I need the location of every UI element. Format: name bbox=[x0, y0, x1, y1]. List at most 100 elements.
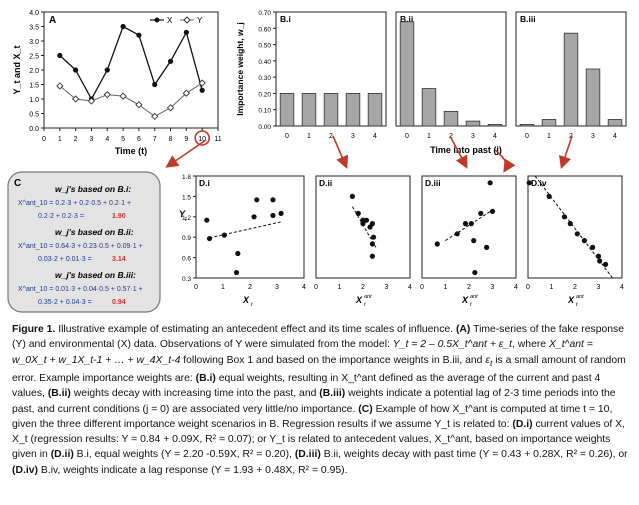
caption-text: is a small amount of random error. Examp… bbox=[12, 354, 626, 384]
scatter-point bbox=[595, 253, 602, 259]
red-arrow bbox=[449, 135, 468, 169]
x-tick-label: 1 bbox=[547, 133, 551, 140]
panel-c-box bbox=[7, 171, 161, 313]
caption-text: B.ii, weights decay with past time (Y = … bbox=[320, 449, 628, 461]
x-tick-label: 1 bbox=[338, 284, 342, 291]
scatter-point bbox=[462, 221, 469, 227]
c-block-result: 3.14 bbox=[112, 256, 126, 263]
panel-d-xlabel-sup: ant bbox=[364, 294, 372, 300]
weight-bar bbox=[323, 93, 339, 127]
scatter-point bbox=[590, 244, 596, 250]
panel-b-xlabel: Time into past (j) bbox=[430, 145, 502, 155]
weight-bar bbox=[367, 93, 383, 127]
c-block-heading: w_j's based on B.iii: bbox=[55, 270, 136, 280]
x-tick-label: 3 bbox=[275, 284, 279, 291]
x-tick-label: 0 bbox=[285, 133, 289, 140]
scatter-point bbox=[369, 241, 375, 247]
caption-text: current values of X, X_t (regression res… bbox=[12, 418, 625, 461]
y-tick-label: 4.0 bbox=[29, 10, 39, 17]
scatter-point bbox=[206, 235, 213, 242]
caption-ref-bi: (B.i) bbox=[195, 372, 216, 384]
scatter-point bbox=[526, 180, 532, 186]
panel-d-xlabel: X bbox=[355, 295, 363, 305]
panel-b-ylabel: Importance weight, w_j bbox=[235, 22, 245, 116]
scatter-point bbox=[574, 231, 580, 237]
x-tick-label: 1 bbox=[444, 284, 448, 291]
y-tick-label: 1.0 bbox=[29, 97, 39, 104]
series-y-point bbox=[103, 91, 111, 99]
connector-arrows bbox=[165, 135, 573, 173]
series-y-line bbox=[59, 82, 203, 117]
caption-text: , where bbox=[512, 339, 549, 351]
panel-a: A 0.0 0.5 1.0 1.5 2.0 2.5 3.0 3.5 4.0 0 1 2 3 4 5 6 7 8 9 10… bbox=[12, 10, 222, 156]
figure: A0.00.51.01.52.02.53.03.54.00 1 2 3 4 5 6 7 8 9 10… bbox=[7, 10, 627, 313]
x-tick-label: 9 bbox=[184, 136, 188, 143]
weight-bar bbox=[563, 32, 579, 127]
x-tick-label: 1 bbox=[427, 133, 431, 140]
series-x-point bbox=[152, 81, 158, 88]
panel-d-xlabel-sup: ant bbox=[470, 294, 478, 300]
series-y-point bbox=[182, 89, 191, 97]
y-tick-label: 0.30 bbox=[258, 75, 271, 82]
x-tick-label: 0 bbox=[405, 133, 409, 140]
panel-b: 0.00 0.10 0.20 0.30 0.40 0.50 0.60 0.70 Importan… bbox=[235, 10, 627, 155]
y-tick-label: 2.0 bbox=[29, 68, 39, 75]
scatter-point bbox=[370, 234, 377, 240]
caption-text: weights decay with increasing time into … bbox=[70, 388, 320, 400]
scatter-point bbox=[561, 214, 568, 220]
panel-d-xlabel-sub: t bbox=[364, 302, 366, 308]
y-tick-label: 3.5 bbox=[29, 25, 39, 32]
panel-a-frame bbox=[43, 11, 219, 129]
y-tick-label: 1.5 bbox=[182, 194, 191, 201]
y-tick-label: 0.40 bbox=[258, 59, 271, 66]
scatter-point bbox=[349, 193, 356, 199]
c-block-line1: X^ant_10 = 0.01·3 + 0.04·0.5 + 0.57·1 + bbox=[18, 286, 143, 293]
legend-y-marker bbox=[183, 16, 191, 24]
x-tick-label: 1 bbox=[550, 284, 554, 291]
highlight-circle bbox=[194, 130, 210, 146]
panel-c-label: C bbox=[14, 178, 21, 189]
x-tick-label: 3 bbox=[471, 133, 475, 140]
panel-d-xlabel-sub: t bbox=[470, 302, 472, 308]
red-arrow bbox=[494, 149, 516, 173]
red-arrow bbox=[558, 135, 573, 170]
panel-d-sublabel: D.iv bbox=[531, 178, 547, 188]
x-tick-label: 2 bbox=[329, 133, 333, 140]
y-tick-label: 0.10 bbox=[258, 108, 271, 115]
series-y-point bbox=[87, 97, 96, 105]
series-x-point bbox=[104, 67, 110, 73]
panel-b-sublabel: B.iii bbox=[520, 14, 536, 24]
scatter-point bbox=[355, 210, 361, 216]
scatter-point bbox=[471, 238, 477, 244]
panel-d-ylabel-sub: t bbox=[185, 217, 187, 223]
y-tick-label: 2.5 bbox=[29, 54, 39, 61]
scatter-point bbox=[434, 241, 440, 247]
weight-bar bbox=[519, 123, 535, 127]
panel-b-sublabel: B.i bbox=[280, 14, 291, 24]
scatter-point bbox=[251, 214, 257, 220]
panel-d-xlabel: X bbox=[461, 295, 469, 305]
series-x-point bbox=[57, 52, 63, 59]
weight-bar bbox=[607, 119, 623, 127]
x-tick-label: 3 bbox=[90, 136, 94, 143]
series-y-point bbox=[119, 92, 127, 100]
caption-ref-diii: (D.iii) bbox=[294, 449, 321, 461]
y-tick-label: 0.60 bbox=[258, 26, 271, 33]
panel-d: 0.3 0.6 0.9 1.2 1.5 1.8 Yt D.i 0 1 2 3 4 X t D.ii 0 1 2 3 4 X… bbox=[179, 174, 624, 308]
x-tick-label: 3 bbox=[597, 284, 601, 291]
panel-a-xlabel: Time (t) bbox=[115, 146, 147, 156]
figure-caption: Figure 1. Illustrative example of estima… bbox=[12, 322, 629, 478]
c-block-result: 0.94 bbox=[112, 299, 126, 306]
c-block-heading: w_j's based on B.ii: bbox=[55, 227, 134, 237]
caption-epsilon: εt bbox=[485, 354, 493, 368]
series-y-point bbox=[71, 95, 80, 103]
scatter-point bbox=[489, 208, 496, 214]
x-tick-label: 5 bbox=[121, 136, 125, 143]
legend-x-label: X bbox=[167, 16, 173, 25]
panel-d-frame bbox=[421, 175, 517, 279]
panel-a-ylabel: Y_t and X_t bbox=[12, 45, 22, 94]
x-tick-label: 6 bbox=[137, 136, 141, 143]
c-block-heading: w_j's based on B.i: bbox=[55, 184, 131, 194]
c-block-line1: X^ant_10 = 0.2·3 + 0.2·0.5 + 0.2·1 + bbox=[18, 200, 131, 207]
series-x-line bbox=[59, 25, 203, 101]
